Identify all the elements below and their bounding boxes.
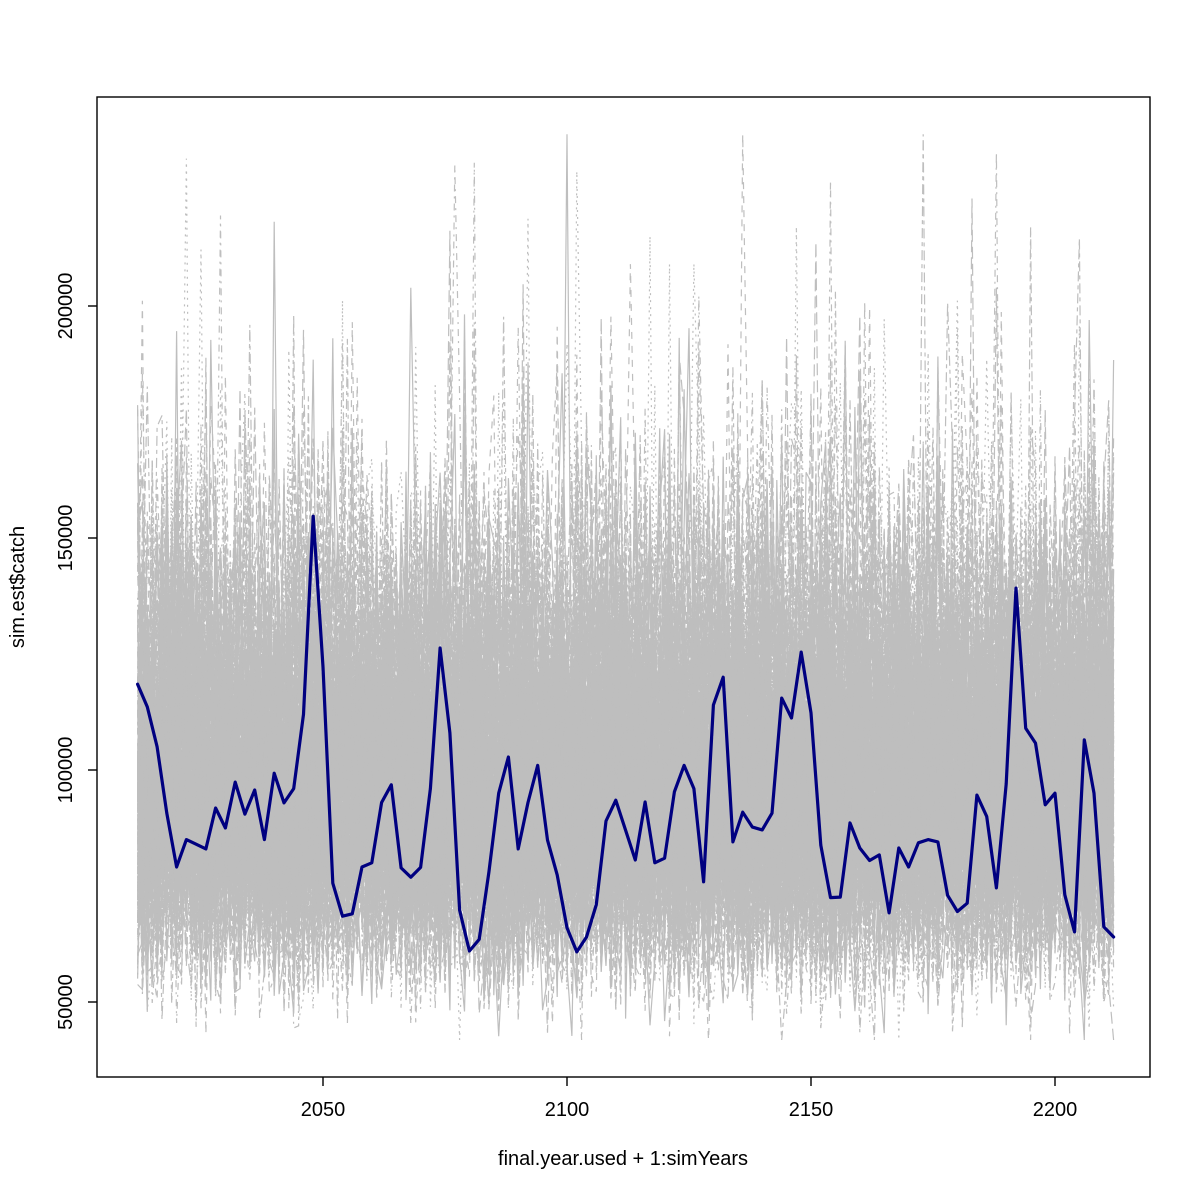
gray-simulation-line [137, 295, 1115, 1029]
gray-simulation-line [137, 404, 1115, 1024]
x-tick-label-2150: 2150 [788, 1099, 834, 1121]
gray-simulation-line [137, 302, 1115, 1004]
y-axis-label: sim.est$catch [7, 525, 29, 649]
y-tick-label-100000: 100000 [55, 736, 77, 804]
gray-simulation-line [137, 340, 1115, 1032]
x-tick-label-2050: 2050 [300, 1099, 346, 1121]
gray-simulation-line [137, 377, 1115, 992]
x-tick-label-2100: 2100 [544, 1099, 590, 1121]
y-tick-label-50000: 50000 [55, 974, 77, 1030]
gray-simulation-line [137, 329, 1115, 967]
gray-simulation-line [137, 331, 1115, 1001]
y-tick-label-150000: 150000 [55, 504, 77, 572]
x-tick-label-2200: 2200 [1032, 1099, 1078, 1121]
gray-simulation-line [137, 311, 1115, 992]
plot-border [96, 96, 1151, 1078]
gray-simulation-line [137, 491, 1115, 995]
gray-simulation-line [137, 454, 1115, 993]
gray-simulation-line [137, 414, 1115, 1027]
x-axis-label: final.year.used + 1:simYears [498, 1148, 748, 1170]
axis-ticks [88, 305, 1056, 1086]
highlighted-simulation-line [136, 514, 1116, 954]
y-tick-label-200000: 200000 [55, 272, 77, 340]
